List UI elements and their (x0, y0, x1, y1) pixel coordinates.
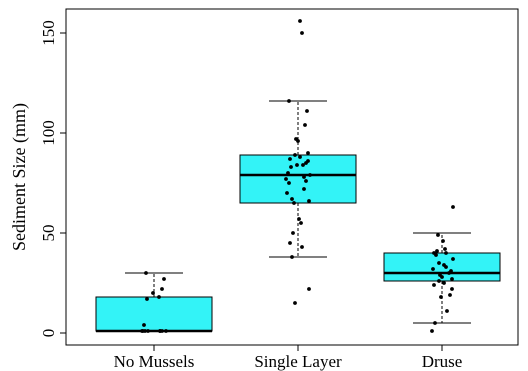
iqr-box (95, 296, 213, 332)
data-point (287, 181, 291, 185)
y-tick-label: 100 (39, 120, 58, 146)
data-point (432, 283, 436, 287)
data-point (304, 179, 308, 183)
data-point (436, 233, 440, 237)
box-group-no-mussels (95, 271, 213, 333)
data-point (288, 157, 292, 161)
data-point (447, 271, 451, 275)
data-point (286, 171, 290, 175)
data-point (307, 199, 311, 203)
y-tick-label: 150 (39, 20, 58, 46)
data-point (289, 165, 293, 169)
data-point (431, 267, 435, 271)
data-point (303, 123, 307, 127)
data-point (444, 265, 448, 269)
data-point (304, 161, 308, 165)
box-group-druse (383, 205, 501, 333)
data-point (434, 253, 438, 257)
data-point (160, 287, 164, 291)
box-group-single-layer (239, 19, 357, 305)
data-point (284, 177, 288, 181)
data-point (285, 191, 289, 195)
y-axis-title: Sediment Size (mm) (9, 103, 30, 251)
data-point (144, 271, 148, 275)
data-point (440, 275, 444, 279)
data-point (301, 163, 305, 167)
data-point (430, 329, 434, 333)
data-point (297, 217, 301, 221)
data-point (433, 321, 437, 325)
y-axis: 0 50 100 150 (39, 20, 67, 338)
data-point (444, 251, 448, 255)
data-point (299, 221, 303, 225)
x-tick-label: Single Layer (254, 352, 342, 371)
data-point (290, 255, 294, 259)
box-series (95, 19, 501, 333)
data-point (146, 329, 150, 333)
data-point (445, 309, 449, 313)
x-tick-label: No Mussels (114, 352, 195, 371)
data-point (302, 187, 306, 191)
x-tick-label: Druse (422, 352, 463, 371)
data-point (298, 155, 302, 159)
data-point (290, 197, 294, 201)
data-point (288, 241, 292, 245)
data-point (442, 281, 446, 285)
data-point (164, 329, 168, 333)
data-point (451, 205, 455, 209)
x-axis: No Mussels Single Layer Druse (114, 344, 463, 371)
data-point (448, 293, 452, 297)
data-point (307, 287, 311, 291)
data-point (435, 249, 439, 253)
data-point (308, 173, 312, 177)
data-point (443, 247, 447, 251)
data-point (295, 163, 299, 167)
data-point (145, 297, 149, 301)
data-point (293, 153, 297, 157)
data-point (298, 19, 302, 23)
data-point (437, 261, 441, 265)
data-point (287, 99, 291, 103)
data-point (291, 231, 295, 235)
data-point (439, 295, 443, 299)
data-point (306, 151, 310, 155)
data-point (292, 201, 296, 205)
data-point (451, 257, 455, 261)
data-point (300, 245, 304, 249)
data-point (450, 277, 454, 281)
data-point (142, 323, 146, 327)
data-point (441, 239, 445, 243)
data-point (151, 291, 155, 295)
y-tick-label: 0 (39, 329, 58, 338)
data-point (302, 175, 306, 179)
data-point (157, 295, 161, 299)
data-point (296, 139, 300, 143)
data-point (141, 329, 145, 333)
y-tick-label: 50 (39, 225, 58, 242)
data-point (158, 329, 162, 333)
data-point (450, 287, 454, 291)
iqr-box (239, 154, 357, 204)
data-point (293, 301, 297, 305)
data-point (305, 109, 309, 113)
data-point (300, 31, 304, 35)
data-point (162, 277, 166, 281)
data-point (437, 279, 441, 283)
